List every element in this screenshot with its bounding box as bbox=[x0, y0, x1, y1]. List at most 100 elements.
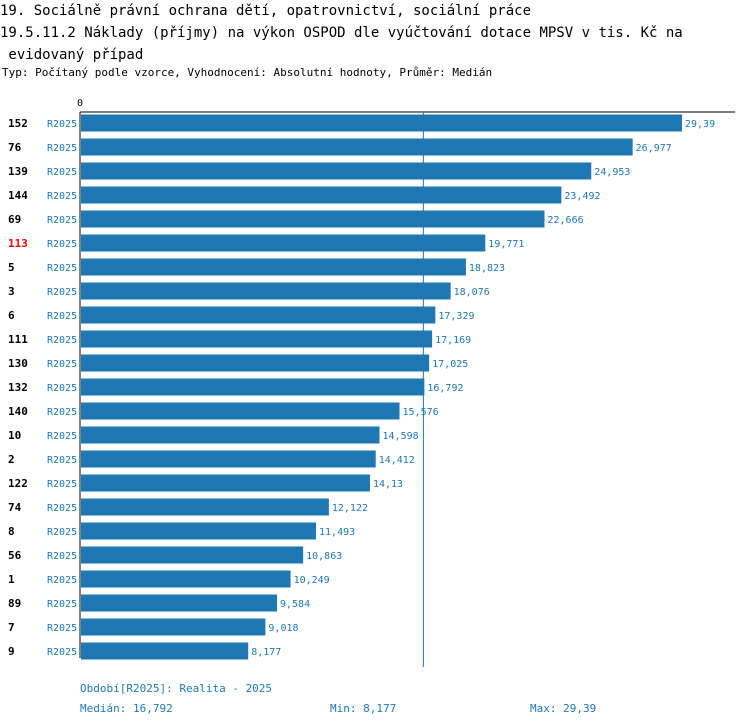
value-label: 29,39 bbox=[685, 119, 715, 130]
value-label: 10,249 bbox=[294, 575, 330, 586]
value-label: 10,863 bbox=[306, 551, 342, 562]
category-label: 6 bbox=[8, 309, 15, 322]
bar bbox=[81, 162, 592, 180]
category-label: 69 bbox=[8, 213, 21, 226]
title-line-1: 19. Sociálně právní ochrana dětí, opatro… bbox=[0, 3, 532, 19]
bar bbox=[81, 618, 266, 636]
value-label: 17,329 bbox=[438, 311, 474, 322]
value-label: 26,977 bbox=[636, 143, 672, 154]
footer-median: Medián: 16,792 bbox=[80, 702, 173, 715]
value-label: 14,412 bbox=[379, 455, 415, 466]
series-label: R2025 bbox=[47, 383, 77, 394]
series-label: R2025 bbox=[47, 287, 77, 298]
value-label: 23,492 bbox=[564, 191, 600, 202]
bar bbox=[81, 306, 436, 324]
bar bbox=[81, 426, 380, 444]
bar bbox=[81, 546, 304, 564]
series-label: R2025 bbox=[47, 407, 77, 418]
title-line-3: evidovaný případ bbox=[0, 47, 144, 63]
series-label: R2025 bbox=[47, 455, 77, 466]
category-label: 113 bbox=[8, 237, 28, 250]
series-label: R2025 bbox=[47, 263, 77, 274]
category-label: 140 bbox=[8, 405, 28, 418]
value-label: 12,122 bbox=[332, 503, 368, 514]
bar bbox=[81, 354, 430, 372]
series-label: R2025 bbox=[47, 191, 77, 202]
bar bbox=[81, 258, 466, 276]
series-label: R2025 bbox=[47, 623, 77, 634]
footer-max: Max: 29,39 bbox=[530, 702, 597, 715]
value-label: 15,576 bbox=[403, 407, 439, 418]
bar bbox=[81, 450, 376, 468]
category-label: 130 bbox=[8, 357, 28, 370]
category-label: 132 bbox=[8, 381, 28, 394]
footer-min: Min: 8,177 bbox=[330, 702, 397, 715]
bar bbox=[81, 138, 633, 156]
bar bbox=[81, 594, 277, 612]
series-label: R2025 bbox=[47, 599, 77, 610]
category-label: 3 bbox=[8, 285, 15, 298]
value-label: 14,13 bbox=[373, 479, 403, 490]
series-label: R2025 bbox=[47, 143, 77, 154]
bar bbox=[81, 522, 317, 540]
category-label: 5 bbox=[8, 261, 15, 274]
value-label: 18,076 bbox=[454, 287, 490, 298]
value-label: 18,823 bbox=[469, 263, 505, 274]
value-label: 8,177 bbox=[251, 647, 281, 658]
value-label: 24,953 bbox=[594, 167, 630, 178]
category-label: 144 bbox=[8, 189, 28, 202]
chart-title: 19. Sociálně právní ochrana dětí, opatro… bbox=[0, 0, 740, 66]
category-label: 139 bbox=[8, 165, 28, 178]
value-label: 9,018 bbox=[268, 623, 298, 634]
footer-period: Období[R2025]: Realita - 2025 bbox=[80, 682, 273, 695]
series-label: R2025 bbox=[47, 119, 77, 130]
category-label: 56 bbox=[8, 549, 22, 562]
category-label: 74 bbox=[8, 501, 22, 514]
series-label: R2025 bbox=[47, 575, 77, 586]
category-label: 7 bbox=[8, 621, 15, 634]
series-label: R2025 bbox=[47, 167, 77, 178]
chart-subtitle: Typ: Počítaný podle vzorce, Vyhodnocení:… bbox=[2, 66, 493, 79]
series-label: R2025 bbox=[47, 503, 77, 514]
value-label: 11,493 bbox=[319, 527, 355, 538]
value-label: 17,169 bbox=[435, 335, 471, 346]
bar bbox=[81, 474, 370, 492]
series-label: R2025 bbox=[47, 647, 77, 658]
bar bbox=[81, 642, 249, 660]
bar bbox=[81, 498, 329, 516]
bar bbox=[81, 570, 291, 588]
series-label: R2025 bbox=[47, 311, 77, 322]
series-label: R2025 bbox=[47, 551, 77, 562]
category-label: 111 bbox=[8, 333, 28, 346]
value-label: 19,771 bbox=[488, 239, 524, 250]
value-label: 9,584 bbox=[280, 599, 310, 610]
category-label: 10 bbox=[8, 429, 21, 442]
bar bbox=[81, 378, 425, 396]
series-label: R2025 bbox=[47, 239, 77, 250]
bar bbox=[81, 234, 486, 252]
series-label: R2025 bbox=[47, 431, 77, 442]
value-label: 14,598 bbox=[383, 431, 419, 442]
series-label: R2025 bbox=[47, 215, 77, 226]
value-label: 16,792 bbox=[427, 383, 463, 394]
category-label: 1 bbox=[8, 573, 15, 586]
category-label: 122 bbox=[8, 477, 28, 490]
bar bbox=[81, 282, 451, 300]
title-line-2: 19.5.11.2 Náklady (příjmy) na výkon OSPO… bbox=[0, 25, 683, 41]
series-label: R2025 bbox=[47, 479, 77, 490]
bar bbox=[81, 186, 562, 204]
series-label: R2025 bbox=[47, 335, 77, 346]
series-label: R2025 bbox=[47, 359, 77, 370]
bar bbox=[81, 210, 545, 228]
category-label: 152 bbox=[8, 117, 28, 130]
value-label: 22,666 bbox=[548, 215, 584, 226]
value-label: 17,025 bbox=[432, 359, 468, 370]
bar bbox=[81, 402, 400, 420]
bar bbox=[81, 330, 433, 348]
axis-zero-label: 0 bbox=[77, 98, 83, 109]
category-label: 2 bbox=[8, 453, 15, 466]
category-label: 76 bbox=[8, 141, 22, 154]
series-label: R2025 bbox=[47, 527, 77, 538]
category-label: 89 bbox=[8, 597, 21, 610]
